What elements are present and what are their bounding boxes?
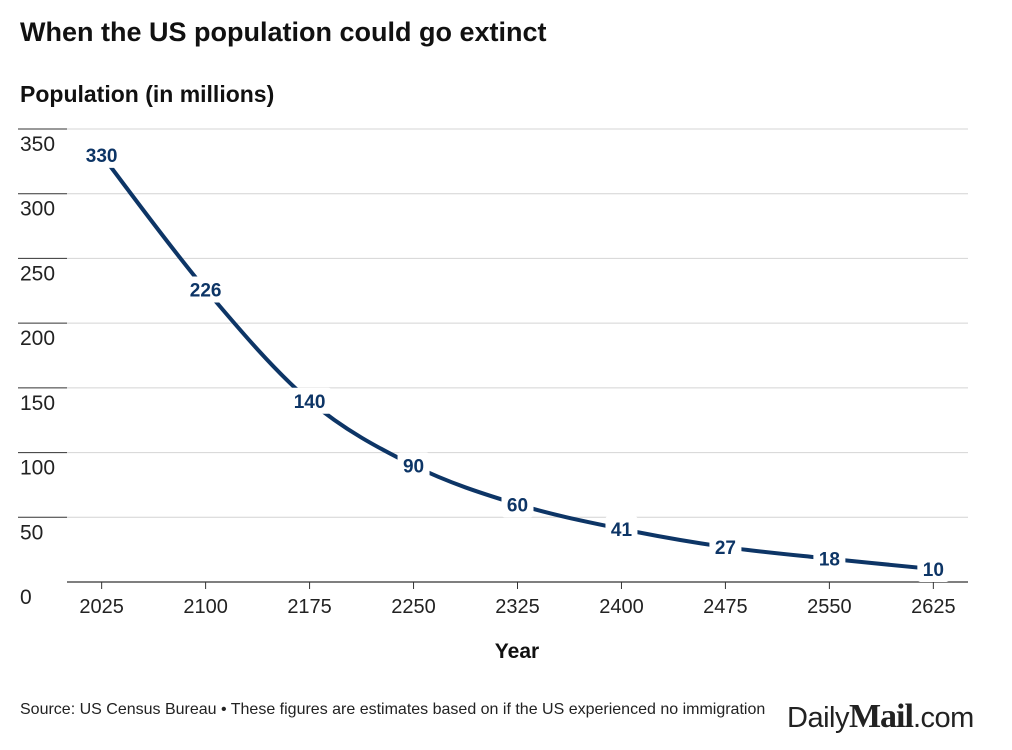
source-note: Source: US Census Bureau • These figures… — [20, 701, 766, 718]
chart-title: When the US population could go extinct — [20, 17, 547, 47]
logo-mail: Mail — [848, 698, 914, 735]
data-point-label: 226 — [183, 276, 228, 303]
data-point-label: 27 — [709, 534, 742, 561]
data-label-text: 60 — [507, 495, 528, 516]
dailymail-logo[interactable]: DailyMail.com — [787, 698, 974, 736]
data-label-bg — [501, 491, 534, 518]
data-label-text: 140 — [294, 392, 326, 413]
x-tick-label: 2400 — [599, 596, 644, 618]
x-tick-label: 2100 — [183, 596, 228, 618]
y-tick-label: 0 — [20, 586, 32, 609]
y-tick-label: 50 — [20, 521, 43, 544]
y-tick-label: 250 — [20, 262, 55, 285]
data-label-bg — [79, 141, 124, 168]
y-tick-label: 300 — [20, 198, 55, 221]
x-tick-labels: 2025 2100 2175 2250 2325 2400 2475 2550 2625 — [79, 582, 956, 618]
data-label-text: 10 — [923, 560, 944, 581]
data-point-label: 140 — [287, 387, 332, 414]
data-point-label: 41 — [605, 515, 638, 542]
data-label-text: 41 — [611, 520, 633, 541]
data-label-text: 27 — [715, 538, 736, 559]
y-tick-labels: 0 50 100 150 200 250 300 350 — [20, 133, 55, 609]
y-tick-label: 200 — [20, 327, 55, 350]
x-tick-label: 2175 — [287, 596, 332, 618]
x-tick-label: 2475 — [703, 596, 748, 618]
data-label-bg — [605, 515, 638, 542]
data-point-label: 60 — [501, 491, 534, 518]
data-point-label: 10 — [917, 556, 950, 583]
data-label-bg — [183, 276, 228, 303]
y-tick-label: 350 — [20, 133, 55, 156]
y-axis-title: Population (in millions) — [20, 81, 275, 107]
data-label-text: 226 — [190, 280, 222, 301]
logo-com: .com — [912, 702, 974, 734]
gridlines — [18, 128, 968, 583]
logo-daily: Daily — [787, 702, 849, 734]
y-tick-label: 150 — [20, 392, 55, 415]
y-tick-label: 100 — [20, 457, 55, 480]
data-labels: 330 226 140 90 60 41 27 18 10 — [79, 141, 950, 583]
data-point-label: 18 — [813, 545, 846, 572]
data-point-label: 90 — [397, 452, 430, 479]
x-axis-title: Year — [495, 640, 539, 663]
x-tick-label: 2250 — [391, 596, 436, 618]
x-tick-label: 2025 — [79, 596, 124, 618]
data-label-bg — [287, 387, 332, 414]
data-label-text: 330 — [86, 146, 118, 167]
x-tick-label: 2625 — [911, 596, 956, 618]
line-chart: 0 50 100 150 200 250 300 350 2025 2100 2175 2250 23… — [18, 128, 968, 663]
data-label-text: 90 — [403, 457, 424, 478]
x-tick-label: 2550 — [807, 596, 852, 618]
data-label-bg — [709, 534, 742, 561]
data-label-text: 18 — [819, 550, 840, 571]
x-tick-label: 2325 — [495, 596, 540, 618]
data-label-bg — [813, 545, 846, 572]
data-point-label: 330 — [79, 141, 124, 168]
data-label-bg — [397, 452, 430, 479]
data-label-bg — [917, 556, 950, 583]
